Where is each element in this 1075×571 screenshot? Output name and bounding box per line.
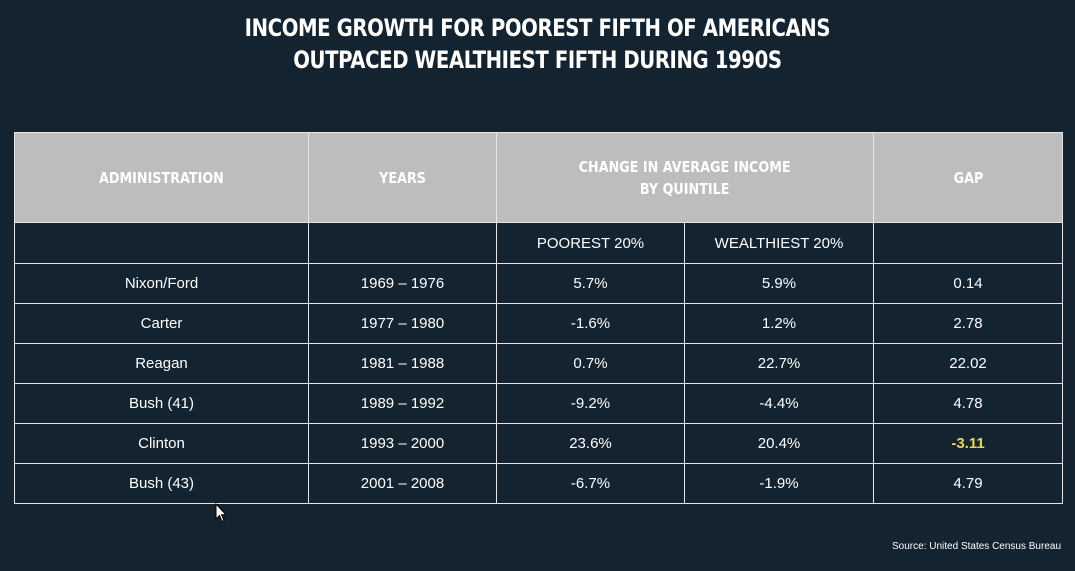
subheader-wealthiest: WEALTHIEST 20% — [683, 222, 875, 264]
cell-poorest: 0.7% — [496, 343, 685, 384]
table-row: Nixon/Ford 1969 – 1976 5.7% 5.9% 0.14 — [14, 263, 1064, 304]
cell-years: 1993 – 2000 — [308, 423, 497, 464]
cell-wealthiest: 5.9% — [683, 263, 875, 304]
cell-wealthiest: -1.9% — [683, 463, 875, 504]
cell-wealthiest: 20.4% — [683, 423, 875, 464]
header-change-in-average-income: CHANGE IN AVERAGE INCOME BY QUINTILE — [495, 132, 875, 223]
cell-gap: 0.14 — [873, 263, 1064, 304]
cell-gap: 4.79 — [873, 463, 1064, 504]
cell-years: 1969 – 1976 — [308, 263, 497, 304]
chart-title-line-2: OUTPACED WEALTHIEST FIFTH DURING 1990S — [293, 46, 782, 74]
cell-years: 2001 – 2008 — [308, 463, 497, 504]
table-row: Carter 1977 – 1980 -1.6% 1.2% 2.78 — [14, 303, 1064, 344]
subheader-poorest: POOREST 20% — [496, 222, 685, 264]
cell-administration: Nixon/Ford — [14, 263, 309, 304]
table-row: Reagan 1981 – 1988 0.7% 22.7% 22.02 — [14, 343, 1064, 384]
subheader-empty — [14, 222, 309, 264]
cell-wealthiest: -4.4% — [683, 383, 875, 424]
cell-administration: Bush (43) — [14, 463, 309, 504]
cell-gap: 4.78 — [873, 383, 1064, 424]
cell-poorest: -9.2% — [496, 383, 685, 424]
cell-poorest: 23.6% — [496, 423, 685, 464]
cell-administration: Clinton — [14, 423, 309, 464]
cell-gap: 2.78 — [873, 303, 1064, 344]
cell-administration: Reagan — [14, 343, 309, 384]
table-row: Bush (43) 2001 – 2008 -6.7% -1.9% 4.79 — [14, 463, 1064, 504]
cell-poorest: 5.7% — [496, 263, 685, 304]
header-gap: GAP — [873, 132, 1064, 223]
cell-years: 1977 – 1980 — [308, 303, 497, 344]
header-years: YEARS — [308, 132, 497, 223]
chart-title-line-1: INCOME GROWTH FOR POOREST FIFTH OF AMERI… — [244, 14, 831, 42]
cell-years: 1989 – 1992 — [308, 383, 497, 424]
cell-wealthiest: 1.2% — [683, 303, 875, 344]
table-row: Clinton 1993 – 2000 23.6% 20.4% -3.11 — [14, 423, 1064, 464]
subheader-empty — [873, 222, 1064, 264]
cell-administration: Bush (41) — [14, 383, 309, 424]
cell-poorest: -6.7% — [496, 463, 685, 504]
cell-poorest: -1.6% — [496, 303, 685, 344]
cell-gap: -3.11 — [873, 423, 1064, 464]
header-administration: ADMINISTRATION — [14, 132, 309, 223]
mouse-pointer-icon — [215, 503, 227, 523]
cell-gap: 22.02 — [873, 343, 1064, 384]
header-change-line-2: BY QUINTILE — [640, 179, 730, 198]
table-row: Bush (41) 1989 – 1992 -9.2% -4.4% 4.78 — [14, 383, 1064, 424]
source-note: Source: United States Census Bureau — [892, 541, 1061, 552]
cell-years: 1981 – 1988 — [308, 343, 497, 384]
cell-wealthiest: 22.7% — [683, 343, 875, 384]
cell-administration: Carter — [14, 303, 309, 344]
subheader-empty — [308, 222, 497, 264]
header-change-line-1: CHANGE IN AVERAGE INCOME — [579, 157, 791, 176]
income-table: ADMINISTRATION YEARS CHANGE IN AVERAGE I… — [14, 132, 1064, 504]
